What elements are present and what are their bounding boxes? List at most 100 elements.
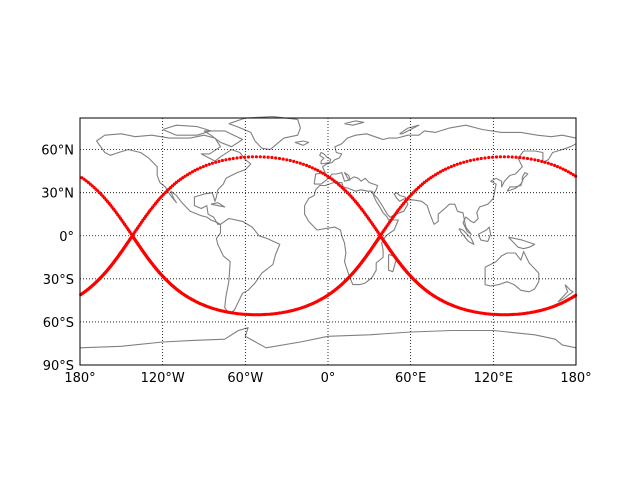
- track-point: [301, 162, 305, 166]
- track-point: [446, 166, 450, 170]
- track-point: [316, 168, 320, 172]
- track-point: [378, 235, 382, 239]
- x-tick-label: 120°E: [474, 371, 514, 386]
- coastline-north-america: [96, 133, 252, 225]
- track-point: [326, 174, 330, 178]
- track-point: [536, 158, 540, 163]
- track-point: [558, 166, 562, 170]
- track-point: [181, 176, 185, 180]
- track-point: [321, 171, 325, 175]
- track-point: [323, 173, 327, 177]
- track-point: [318, 170, 322, 174]
- y-tick-label: 30°N: [41, 187, 74, 202]
- track-point: [188, 171, 192, 175]
- y-tick-label: 60°N: [41, 144, 74, 159]
- track-point: [204, 163, 208, 167]
- track-point: [274, 156, 278, 160]
- coastline-greenland: [228, 116, 301, 151]
- track-point: [518, 155, 522, 160]
- track-point: [307, 165, 311, 169]
- track-point: [220, 158, 224, 163]
- track-point: [510, 155, 514, 159]
- track-point: [498, 155, 502, 159]
- coastline-europe: [313, 124, 577, 185]
- track-point: [196, 167, 200, 171]
- track-point: [452, 163, 456, 167]
- x-tick-labels: 180° 120°W 60°W 0° 60°E 120°E 180°: [64, 371, 591, 386]
- y-tick-label: 90°S: [43, 359, 74, 374]
- coastline-borneo: [477, 226, 492, 243]
- track-point: [433, 173, 438, 177]
- track-point: [190, 170, 194, 174]
- track-point: [441, 168, 445, 172]
- track-point: [549, 162, 554, 166]
- coastline-south-america: [215, 217, 281, 314]
- track-point: [487, 155, 491, 160]
- track-point: [561, 167, 565, 171]
- coastline-baffin: [203, 130, 244, 148]
- map-frame: [79, 117, 577, 366]
- track-point: [472, 158, 476, 162]
- track-point: [246, 155, 251, 159]
- coastline-svalbard: [344, 120, 365, 126]
- track-point: [444, 167, 448, 171]
- coastline-cuba: [210, 202, 226, 208]
- coastline-asia-east: [314, 143, 577, 235]
- track-point: [185, 173, 190, 177]
- track-point: [270, 155, 274, 160]
- coastline-novaya-zemlya: [399, 124, 420, 135]
- track-point: [465, 159, 469, 163]
- track-point: [285, 158, 289, 162]
- track-point: [533, 158, 537, 162]
- track-point: [502, 155, 506, 159]
- track-point: [298, 161, 302, 165]
- track-point: [555, 165, 560, 169]
- track-point: [207, 162, 211, 166]
- track-point: [258, 155, 262, 159]
- track-point: [462, 160, 466, 164]
- x-tick-label: 180°: [560, 371, 591, 386]
- track-point: [483, 156, 487, 160]
- coastline-new-guinea: [508, 236, 536, 250]
- track-point: [313, 167, 317, 171]
- y-tick-label: 60°S: [43, 316, 74, 331]
- track-point: [436, 171, 440, 175]
- track-point: [281, 157, 285, 161]
- track-point: [449, 165, 453, 169]
- track-point: [292, 159, 296, 163]
- track-point: [277, 156, 282, 161]
- y-tick-label: 0°: [59, 230, 74, 245]
- track-point: [431, 174, 435, 178]
- x-tick-label: 60°E: [395, 371, 426, 386]
- track-point: [310, 166, 314, 170]
- track-point: [525, 156, 530, 161]
- track-point: [552, 163, 557, 167]
- track-point: [522, 156, 526, 160]
- coastlines: [79, 116, 577, 349]
- coastline-iceland: [294, 140, 310, 146]
- track-point: [239, 155, 243, 160]
- track-point: [304, 163, 309, 167]
- track-point: [540, 159, 544, 163]
- track-point: [571, 173, 575, 177]
- track-point: [475, 157, 480, 161]
- track-point: [468, 158, 472, 163]
- track-point: [295, 160, 299, 164]
- track-point: [130, 235, 134, 239]
- track-point: [569, 171, 573, 175]
- y-tick-label: 30°S: [43, 273, 74, 288]
- track-point: [227, 157, 232, 161]
- track-point: [529, 157, 533, 161]
- track-point: [254, 155, 258, 159]
- gridlines: [80, 118, 576, 365]
- coastline-sumatra: [458, 228, 475, 245]
- track-point: [514, 155, 518, 159]
- x-tick-label: 0°: [321, 371, 336, 386]
- track-point: [224, 158, 228, 162]
- track-point: [429, 176, 433, 180]
- track-point: [201, 165, 205, 169]
- track-point: [231, 156, 235, 161]
- track-point: [566, 170, 570, 174]
- track-point: [491, 155, 495, 159]
